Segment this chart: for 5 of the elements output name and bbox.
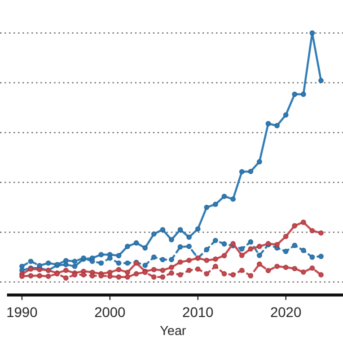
x-tick-label: 2020 (270, 304, 302, 320)
x-tick-label: 2000 (94, 304, 126, 320)
x-tick-label: 1990 (6, 304, 38, 320)
x-tick-label: 2010 (182, 304, 214, 320)
x-axis-title: Year (160, 323, 187, 338)
